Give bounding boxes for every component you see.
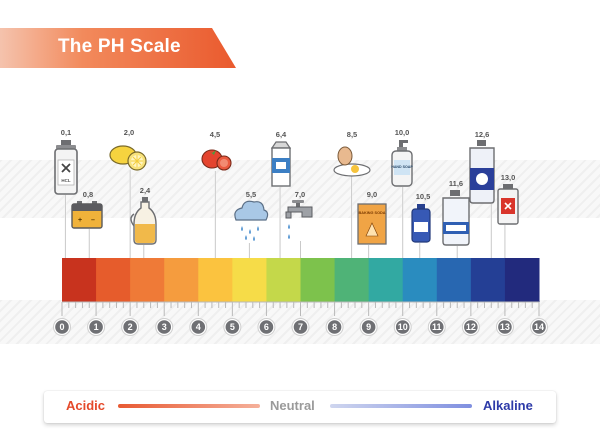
- ph-band-4: [198, 258, 233, 302]
- drain-cleaner-icon: [497, 184, 519, 225]
- ph-band-2: [130, 258, 165, 302]
- ph-scale-bar: [62, 258, 540, 302]
- ph-marker-12: [464, 320, 478, 334]
- small-bottle-icon: [411, 204, 431, 243]
- value-label-rain: 5,5: [246, 190, 256, 199]
- title-banner: [0, 28, 236, 68]
- legend-acidic-gradient: [118, 404, 260, 408]
- ph-band-1: [96, 258, 131, 302]
- ph-number-0: 0: [59, 322, 64, 332]
- ph-number-6: 6: [264, 322, 269, 332]
- rain-cloud-icon: [234, 200, 269, 241]
- value-label-bleach: 12,6: [475, 130, 490, 139]
- legend-acidic-label: Acidic: [66, 398, 106, 413]
- ph-number-11: 11: [432, 322, 442, 332]
- scale-ticks: [61, 301, 540, 316]
- hcl-bottle-icon: HCL: [54, 140, 78, 195]
- hand-soap-icon: HAND SOAP: [391, 140, 413, 187]
- ammonia-jug-icon: [442, 190, 470, 246]
- ph-number-7: 7: [298, 322, 303, 332]
- value-label-baking-soda: 9,0: [367, 190, 377, 199]
- ph-band-6: [266, 258, 301, 302]
- ph-marker-9: [361, 320, 376, 334]
- lemon-icon: [109, 145, 147, 171]
- ph-band-12: [470, 258, 506, 302]
- ph-marker-10: [395, 320, 410, 334]
- ph-band-0: [62, 258, 97, 302]
- svg-text:–: –: [91, 217, 95, 224]
- ph-number-14: 14: [534, 322, 544, 332]
- ph-marker-8: [327, 320, 342, 334]
- ph-marker-7: [293, 320, 308, 334]
- ph-band-3: [164, 258, 199, 302]
- ph-marker-6: [259, 320, 274, 334]
- ph-band-7: [300, 258, 336, 302]
- value-labels: 0,1 0,8 2,0 2,4 4,5 5,5 6,4 7,0 8,5 9,0 …: [61, 128, 516, 201]
- car-battery-icon: + –: [71, 201, 103, 229]
- value-label-hand-soap: 10,0: [395, 128, 410, 137]
- ph-marker-2: [123, 320, 137, 334]
- value-label-small-bottle: 10,5: [416, 192, 431, 201]
- ph-marker-0: [55, 320, 69, 334]
- egg-icon: [333, 146, 371, 177]
- page-title: The PH Scale: [58, 36, 181, 57]
- value-label-car-battery: 0,8: [83, 190, 93, 199]
- ph-band-13: [504, 258, 540, 302]
- ph-marker-11: [429, 320, 444, 334]
- value-label-tomato: 4,5: [210, 130, 220, 139]
- tomato-icon: [201, 149, 232, 171]
- ph-number-8: 8: [332, 322, 337, 332]
- value-label-hcl-bottle: 0,1: [61, 128, 71, 137]
- ph-marker-4: [191, 320, 206, 334]
- ph-band-9: [368, 258, 404, 302]
- ph-marker-13: [498, 320, 512, 334]
- legend-neutral-label: Neutral: [270, 398, 315, 413]
- vinegar-jug-icon: [130, 197, 157, 245]
- ph-number-13: 13: [500, 322, 510, 332]
- value-label-milk: 6,4: [276, 130, 287, 139]
- value-label-tap-water: 7,0: [295, 190, 305, 199]
- value-label-ammonia: 11,6: [449, 179, 463, 188]
- ph-band-10: [402, 258, 438, 302]
- ph-marker-3: [157, 320, 172, 334]
- ph-number-5: 5: [230, 322, 235, 332]
- baking-soda-box-icon: BAKING SODA: [357, 203, 387, 245]
- svg-text:+: +: [78, 217, 82, 224]
- value-label-egg: 8,5: [347, 130, 357, 139]
- ph-number-1: 1: [94, 322, 99, 332]
- water-tap-icon: [285, 200, 313, 239]
- baking-soda-box-text: BAKING SODA: [358, 211, 385, 215]
- ph-marker-1: [89, 320, 103, 334]
- hand-soap-text: HAND SOAP: [391, 165, 413, 169]
- ph-marker-14: [532, 320, 546, 334]
- ph-band-5: [232, 258, 267, 302]
- legend-alkaline-gradient: [330, 404, 472, 408]
- ph-band-11: [436, 258, 472, 302]
- ph-number-9: 9: [366, 322, 371, 332]
- ph-number-markers: 0 1 2 3 4 5 6 7 8 9 10 11 12 13 14: [53, 318, 548, 336]
- value-label-lemon: 2,0: [124, 128, 134, 137]
- ph-band-8: [334, 258, 370, 302]
- ph-number-10: 10: [398, 322, 408, 332]
- bleach-jug-icon: [469, 140, 495, 204]
- svg-text:HCL: HCL: [61, 178, 70, 183]
- ph-number-4: 4: [196, 322, 201, 332]
- ph-number-2: 2: [128, 322, 133, 332]
- value-label-drain-cleaner: 13,0: [501, 173, 516, 182]
- legend-alkaline-label: Alkaline: [483, 398, 533, 413]
- milk-carton-icon: [270, 141, 292, 187]
- ph-number-12: 12: [466, 322, 476, 332]
- ph-number-3: 3: [162, 322, 167, 332]
- ph-marker-5: [225, 320, 240, 334]
- value-label-vinegar: 2,4: [140, 186, 151, 195]
